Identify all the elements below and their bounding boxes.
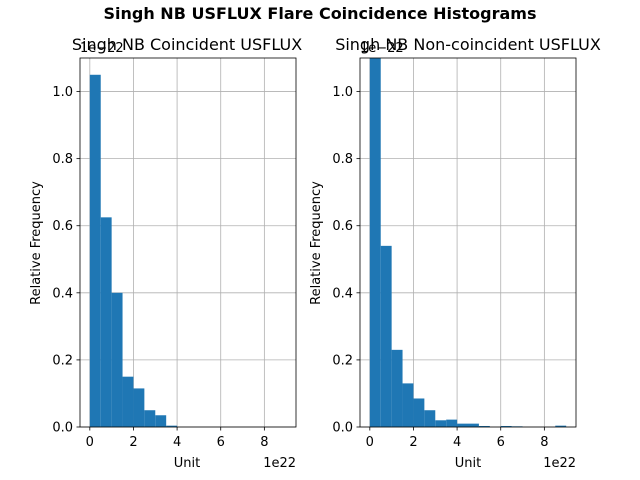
left-x-tick-label: 0 (86, 435, 94, 450)
left-panel-title: Singh NB Coincident USFLUX (72, 35, 302, 54)
right-x-axis-label: Unit (455, 456, 481, 471)
right-panel: 0 2 4 6 8 0.0 0.2 0.4 0.6 0.8 1.0 Singh NB Non-coin… (309, 35, 601, 471)
right-x-offset-label: 1e22 (543, 456, 576, 471)
right-y-axis-label: Relative Frequency (309, 181, 324, 305)
left-histogram-bar (100, 217, 112, 427)
right-histogram-bar (391, 349, 403, 427)
left-x-tick-label: 4 (173, 435, 181, 450)
right-histogram-bar (435, 420, 447, 427)
left-histogram-bar (89, 74, 101, 427)
right-y-tick-label: 0.0 (332, 421, 353, 436)
right-histogram-bar (555, 425, 567, 427)
left-y-tick-label: 0.6 (52, 219, 73, 234)
left-histogram-bar (111, 292, 123, 427)
right-histogram-bar (500, 425, 512, 427)
left-x-axis-label: Unit (174, 456, 200, 471)
right-y-tick-label: 0.6 (332, 219, 353, 234)
right-histogram-bar (380, 245, 392, 427)
left-x-tick-label: 8 (260, 435, 268, 450)
right-histogram-bar (413, 398, 425, 427)
right-histogram-bar (457, 423, 468, 427)
left-plot-area: 0 2 4 6 8 0.0 0.2 0.4 0.6 0.8 1.0 (52, 57, 297, 450)
right-x-tick-label: 6 (497, 435, 505, 450)
right-y-tick-label: 0.8 (332, 152, 353, 167)
left-histogram-bar (133, 388, 145, 427)
right-histogram-bar (402, 383, 414, 427)
right-plot-area: 0 2 4 6 8 0.0 0.2 0.4 0.6 0.8 1.0 (332, 57, 577, 450)
left-y-tick-label: 0.8 (52, 152, 73, 167)
left-x-tick-label: 6 (217, 435, 225, 450)
right-y-tick-label: 1.0 (332, 85, 353, 100)
left-x-tick-label: 2 (129, 435, 137, 450)
right-histogram-bar (369, 58, 381, 427)
left-y-tick-label: 0.2 (52, 353, 73, 368)
right-panel-title: Singh NB Non-coincident USFLUX (335, 35, 601, 54)
left-histogram-bar (122, 376, 134, 427)
right-axes-frame (359, 57, 577, 428)
right-y-tick-label: 0.2 (332, 353, 353, 368)
right-histogram-bar (478, 425, 490, 427)
right-x-tick-label: 8 (540, 435, 548, 450)
left-x-offset-label: 1e22 (263, 456, 296, 471)
left-histogram-bar (144, 410, 156, 427)
left-panel: 0 2 4 6 8 0.0 0.2 0.4 0.6 0.8 1.0 Singh NB Coincide… (29, 35, 302, 471)
right-x-tick-label: 4 (453, 435, 461, 450)
left-histogram-bar (155, 415, 167, 427)
right-histogram-bar (446, 419, 458, 427)
left-y-axis-label: Relative Frequency (29, 181, 44, 305)
right-histogram-bar (424, 410, 436, 427)
right-y-offset-label: 1e−22 (360, 41, 404, 56)
left-axes-frame (79, 57, 297, 428)
left-y-tick-label: 1.0 (52, 85, 73, 100)
right-y-tick-label: 0.4 (332, 286, 353, 301)
right-histogram-bar (468, 423, 479, 427)
left-y-tick-label: 0.4 (52, 286, 73, 301)
left-y-offset-label: 1e−22 (80, 41, 124, 56)
left-histogram-bar (166, 425, 178, 427)
left-y-tick-label: 0.0 (52, 421, 73, 436)
figure-suptitle: Singh NB USFLUX Flare Coincidence Histog… (103, 4, 536, 23)
right-x-tick-label: 2 (409, 435, 417, 450)
right-x-tick-label: 0 (366, 435, 374, 450)
